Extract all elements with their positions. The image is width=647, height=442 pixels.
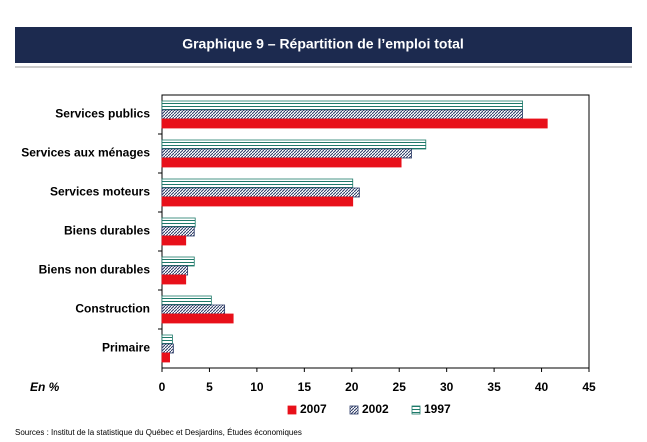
x-tick-label: 10 (250, 380, 264, 394)
bar (161, 295, 212, 306)
title-band (15, 27, 632, 63)
y-tick-label: Biens non durables (39, 263, 151, 277)
legend-label: 1997 (424, 402, 451, 416)
x-tick-label: 45 (582, 380, 596, 394)
bar (161, 256, 195, 267)
bar (161, 226, 195, 237)
y-tick-label: Services publics (55, 107, 150, 121)
x-tick-label: 30 (440, 380, 454, 394)
y-tick-label: Construction (75, 302, 150, 316)
y-tick-label: Biens durables (64, 224, 150, 238)
legend-swatch (287, 405, 297, 415)
x-axis-label: En % (30, 380, 60, 394)
x-tick-label: 5 (206, 380, 213, 394)
x-tick-label: 25 (393, 380, 407, 394)
x-tick-label: 20 (345, 380, 359, 394)
legend-label: 2002 (362, 402, 389, 416)
bar (161, 334, 173, 345)
y-tick-label: Primaire (102, 341, 150, 355)
bar (161, 352, 170, 363)
x-tick-label: 40 (535, 380, 549, 394)
bar (161, 313, 234, 324)
legend-label: 2007 (300, 402, 327, 416)
bar (161, 304, 226, 315)
bar (161, 178, 354, 189)
legend-swatch (349, 405, 359, 415)
bar (161, 109, 523, 120)
bar (161, 139, 427, 150)
chart-title: Graphique 9 – Répartition de l’emploi to… (182, 36, 464, 52)
bar (161, 148, 412, 159)
bar (161, 217, 196, 228)
legend-swatch (411, 405, 421, 415)
bar (161, 343, 174, 354)
bar (161, 187, 360, 198)
bar (161, 118, 548, 129)
bar (161, 100, 523, 111)
x-tick-label: 0 (159, 380, 166, 394)
bar (161, 235, 187, 246)
bar (161, 196, 354, 207)
source: Sources : Institut de la statistique du … (15, 428, 302, 437)
y-tick-label: Services moteurs (50, 185, 150, 199)
y-tick-label: Services aux ménages (21, 146, 150, 160)
x-tick-label: 15 (298, 380, 312, 394)
x-tick-label: 35 (487, 380, 501, 394)
bar (161, 265, 189, 276)
bar (161, 157, 402, 168)
bar (161, 274, 187, 285)
plot-frame (161, 94, 590, 369)
